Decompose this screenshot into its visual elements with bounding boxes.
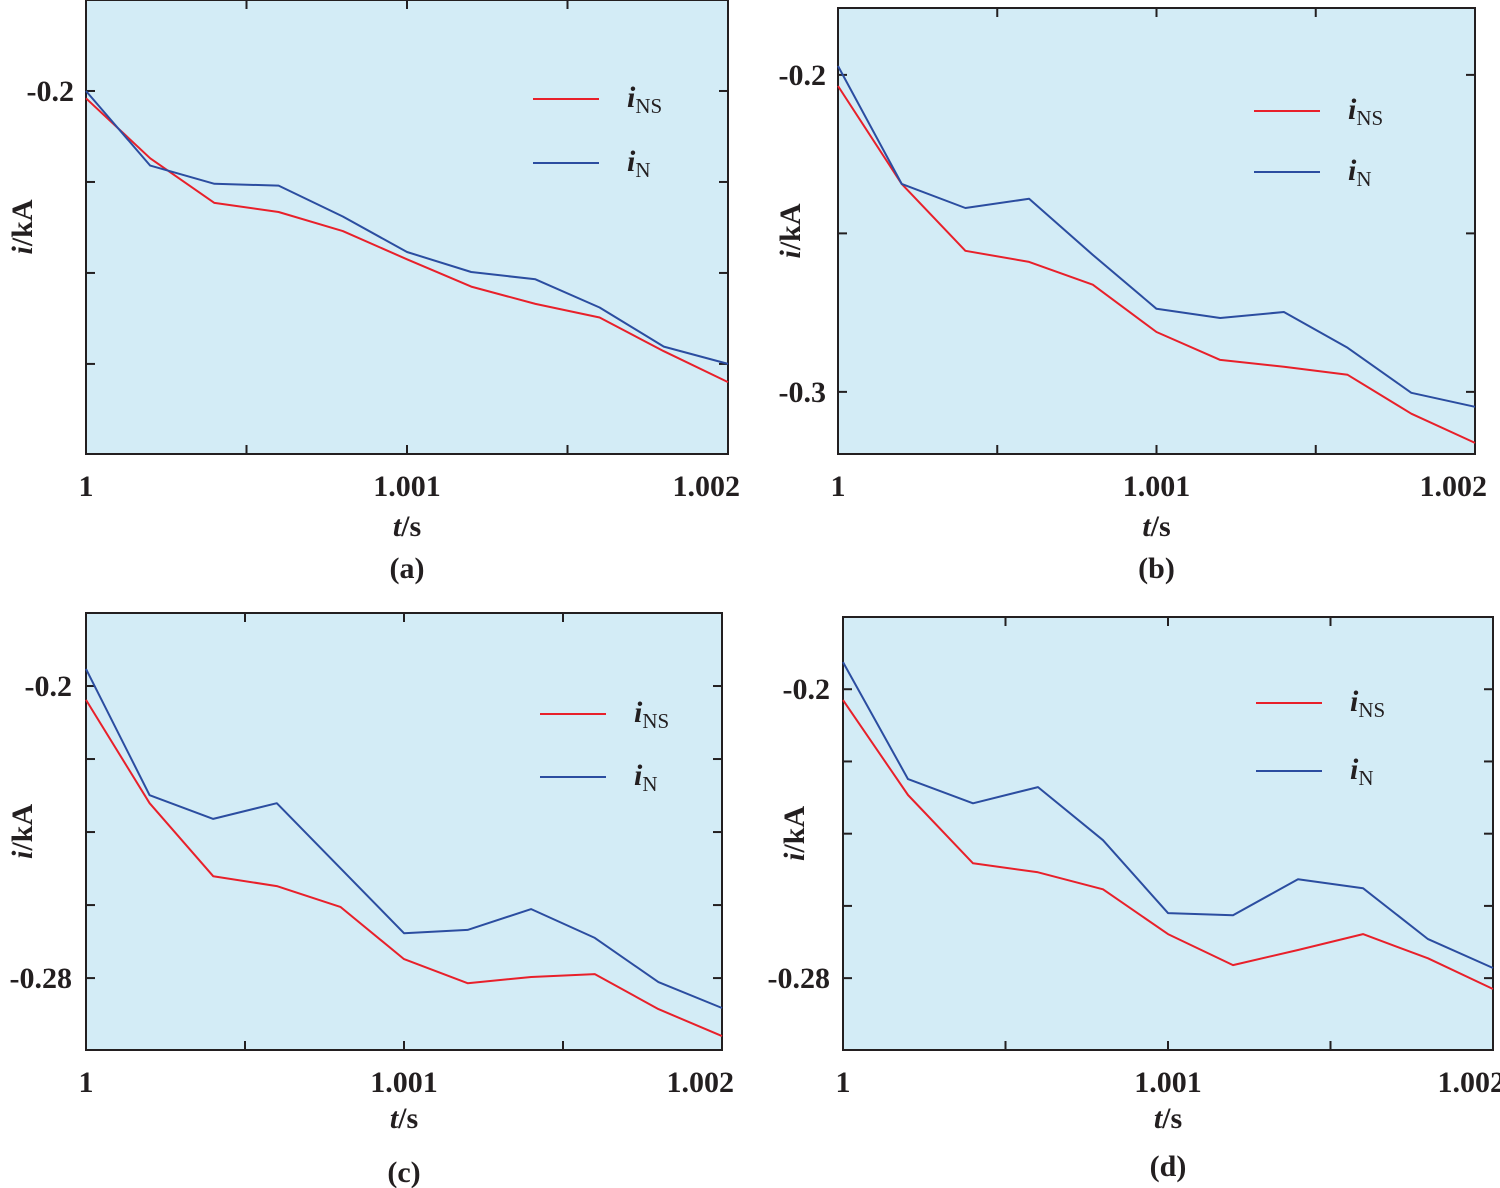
y-axis-label: i/kA — [774, 203, 807, 258]
legend-label-i-n: iN — [634, 759, 658, 796]
x-axis-label: t/s — [393, 510, 421, 543]
legend-label-i-ns: iNS — [634, 696, 669, 733]
x-tick-label: 1.001 — [373, 470, 441, 503]
plot-area — [837, 7, 1476, 455]
plot-area — [842, 616, 1494, 1051]
panel-a: 1 1.001 1.002 -0.2 iNS iN t/s i/kA (a) — [6, 0, 740, 585]
panel-caption: (b) — [1138, 552, 1175, 585]
legend-label-i-ns: iNS — [1350, 685, 1385, 722]
y-tick-label: -0.28 — [768, 962, 831, 995]
x-tick-label: 1.001 — [1134, 1066, 1202, 1099]
x-axis-label: t/s — [1142, 510, 1170, 543]
legend: iNS iN — [1254, 93, 1383, 191]
y-tick-label: -0.3 — [779, 376, 827, 409]
x-tick-label: 1.002 — [1438, 1066, 1500, 1099]
legend-label-i-n: iN — [627, 145, 651, 182]
y-tick-label: -0.28 — [10, 962, 73, 995]
plot-area — [85, 0, 729, 455]
y-axis-label: i/kA — [778, 806, 811, 861]
x-tick-label: 1.001 — [370, 1066, 438, 1099]
legend-label-i-ns: iNS — [627, 81, 662, 118]
legend: iNS iN — [533, 81, 662, 182]
x-axis-label: t/s — [1154, 1102, 1182, 1135]
series-line-i-n — [842, 661, 1494, 969]
legend-label-i-n: iN — [1350, 753, 1374, 790]
y-tick-label: -0.2 — [783, 673, 831, 706]
x-tick-label: 1.002 — [1420, 470, 1488, 503]
panel-d: 1 1.001 1.002 -0.2 -0.28 iNS iN t/s i/kA (d) — [768, 616, 1500, 1183]
y-tick-label: -0.2 — [779, 59, 827, 92]
x-tick-label: 1 — [836, 1066, 851, 1099]
panel-c: 1 1.001 1.002 -0.2 -0.28 iNS iN t/s i/kA (c) — [6, 612, 735, 1188]
legend: iNS iN — [1256, 685, 1385, 790]
panel-caption: (d) — [1150, 1150, 1187, 1183]
y-tick-label: -0.2 — [27, 75, 75, 108]
x-tick-label: 1 — [831, 470, 846, 503]
x-tick-label: 1.002 — [673, 470, 741, 503]
legend: iNS iN — [540, 696, 669, 796]
legend-label-i-n: iN — [1348, 154, 1372, 191]
series-line-i-ns — [842, 699, 1494, 990]
y-axis-label: i/kA — [6, 804, 39, 859]
panel-caption: (a) — [390, 552, 425, 585]
plot-area — [85, 612, 723, 1051]
x-axis-label: t/s — [390, 1102, 418, 1135]
series-line-i-n — [85, 668, 723, 1009]
series-line-i-n — [837, 65, 1476, 408]
x-tick-label: 1.002 — [667, 1066, 735, 1099]
panel-caption: (c) — [387, 1156, 420, 1188]
x-tick-label: 1 — [79, 470, 94, 503]
series-line-i-n — [85, 90, 729, 365]
series-line-i-ns — [837, 85, 1476, 444]
y-tick-label: -0.2 — [25, 670, 73, 703]
y-axis-label: i/kA — [6, 199, 39, 254]
x-tick-label: 1.001 — [1123, 470, 1191, 503]
panel-b: 1 1.001 1.002 -0.2 -0.3 iNS iN t/s i/kA (b) — [774, 7, 1488, 585]
legend-label-i-ns: iNS — [1348, 93, 1383, 130]
x-tick-label: 1 — [79, 1066, 94, 1099]
